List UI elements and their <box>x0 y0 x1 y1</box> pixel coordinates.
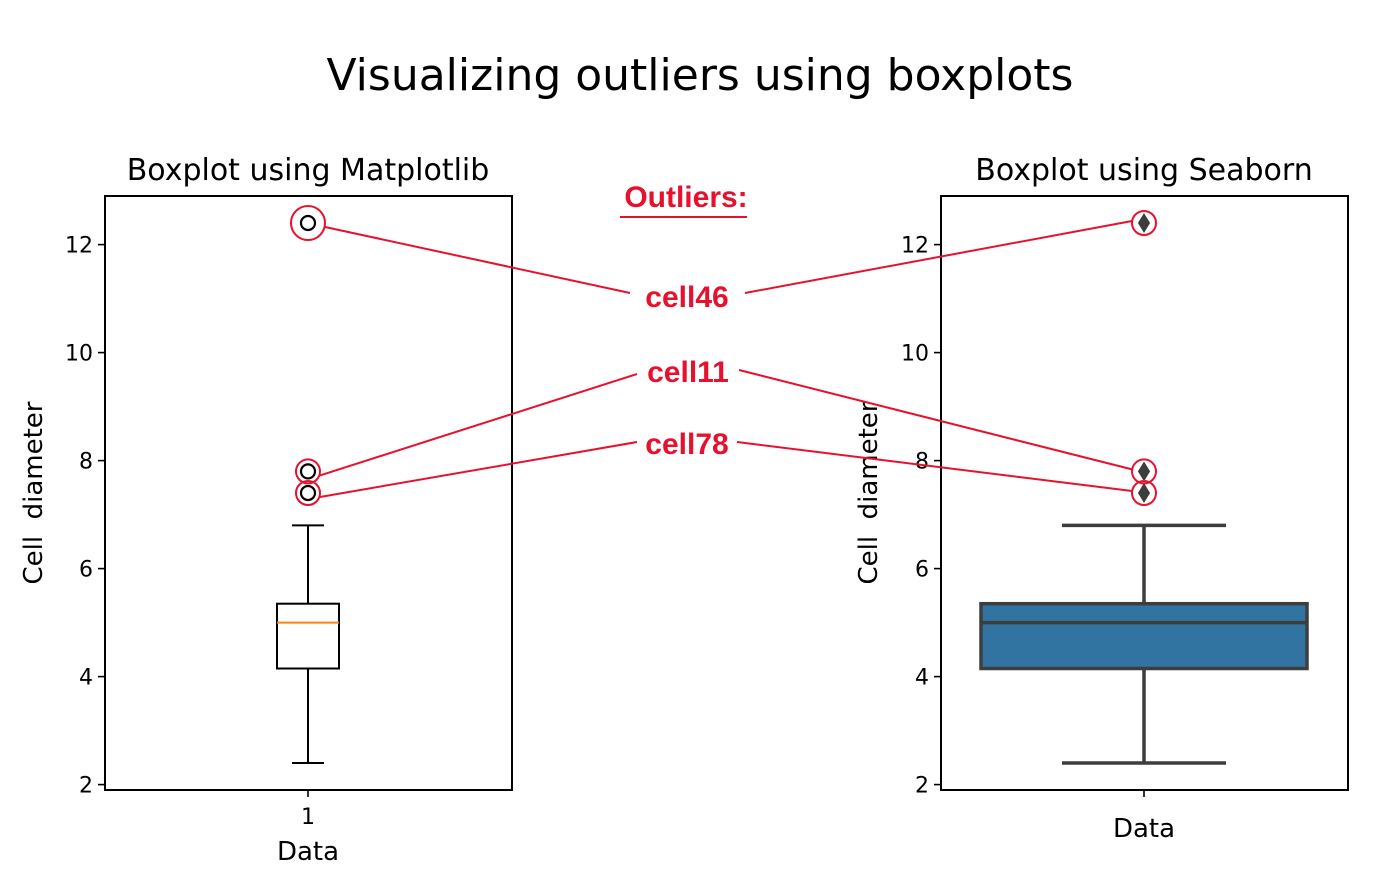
outlier-annotation: Outliers: cell46 cell11 cell78 <box>319 181 1133 498</box>
y-tick-label: 2 <box>915 774 929 799</box>
y-tick-label: 6 <box>915 558 929 583</box>
seaborn-boxplot-panel: Boxplot using Seaborn 2 4 6 8 10 12 Data Cell… <box>854 153 1349 844</box>
outlier-highlight-ring <box>1131 210 1157 236</box>
connector-right-cell46 <box>744 220 1133 294</box>
matplotlib-y-axis-label: Cell diameter <box>19 401 49 584</box>
y-tick-label: 2 <box>79 774 93 799</box>
y-tick-label: 8 <box>915 450 929 475</box>
y-tick-label: 10 <box>901 342 929 367</box>
matplotlib-box <box>276 524 340 764</box>
outlier-point-cell78 <box>299 484 317 502</box>
y-tick-label: 6 <box>79 558 93 583</box>
outlier-point-cell46 <box>1137 213 1151 233</box>
outlier-point-cell11 <box>299 463 317 480</box>
matplotlib-x-axis-label: Data <box>277 837 339 867</box>
seaborn-x-axis-label: Data <box>1113 814 1175 844</box>
outlier-point-cell11 <box>1137 461 1151 482</box>
matplotlib-outliers <box>290 205 326 506</box>
connector-right-cell78 <box>736 441 1133 492</box>
y-tick-label: 10 <box>65 342 93 367</box>
y-tick-label: 4 <box>915 666 929 691</box>
connector-left-cell78 <box>319 441 638 498</box>
outlier-label-cell78: cell78 <box>645 428 728 461</box>
outlier-highlight-ring <box>295 458 321 485</box>
outlier-connector-lines <box>319 220 1133 498</box>
connector-left-cell11 <box>319 373 638 477</box>
outlier-point-cell78 <box>1137 483 1151 503</box>
matplotlib-boxplot-panel: Boxplot using Matplotlib 2 4 6 8 10 12 1 Data… <box>19 153 513 867</box>
matplotlib-panel-title: Boxplot using Matplotlib <box>127 153 490 188</box>
matplotlib-y-axis: 2 4 6 8 10 12 <box>65 234 105 799</box>
outlier-label-cell11: cell11 <box>647 356 729 389</box>
seaborn-y-axis-label: Cell diameter <box>854 401 884 584</box>
box-iqr <box>276 602 340 670</box>
outlier-highlight-ring <box>290 205 326 241</box>
outliers-header: Outliers: <box>624 181 747 214</box>
connector-left-cell46 <box>324 226 631 294</box>
seaborn-y-axis: 2 4 6 8 10 12 <box>901 234 941 799</box>
connector-right-cell11 <box>738 369 1133 471</box>
seaborn-box <box>979 523 1309 765</box>
outlier-highlight-ring <box>295 480 321 506</box>
matplotlib-x-tick-label: 1 <box>301 805 315 830</box>
seaborn-panel-title: Boxplot using Seaborn <box>975 153 1312 188</box>
figure-title: Visualizing outliers using boxplots <box>327 50 1074 101</box>
outlier-highlight-ring <box>1131 480 1157 506</box>
y-tick-label: 4 <box>79 666 93 691</box>
y-tick-label: 8 <box>79 450 93 475</box>
outlier-label-cell46: cell46 <box>645 281 728 314</box>
y-tick-label: 12 <box>901 234 929 259</box>
outlier-point-cell46 <box>299 214 317 232</box>
box-iqr <box>979 601 1309 671</box>
seaborn-outliers <box>1131 210 1157 506</box>
y-tick-label: 12 <box>65 234 93 259</box>
